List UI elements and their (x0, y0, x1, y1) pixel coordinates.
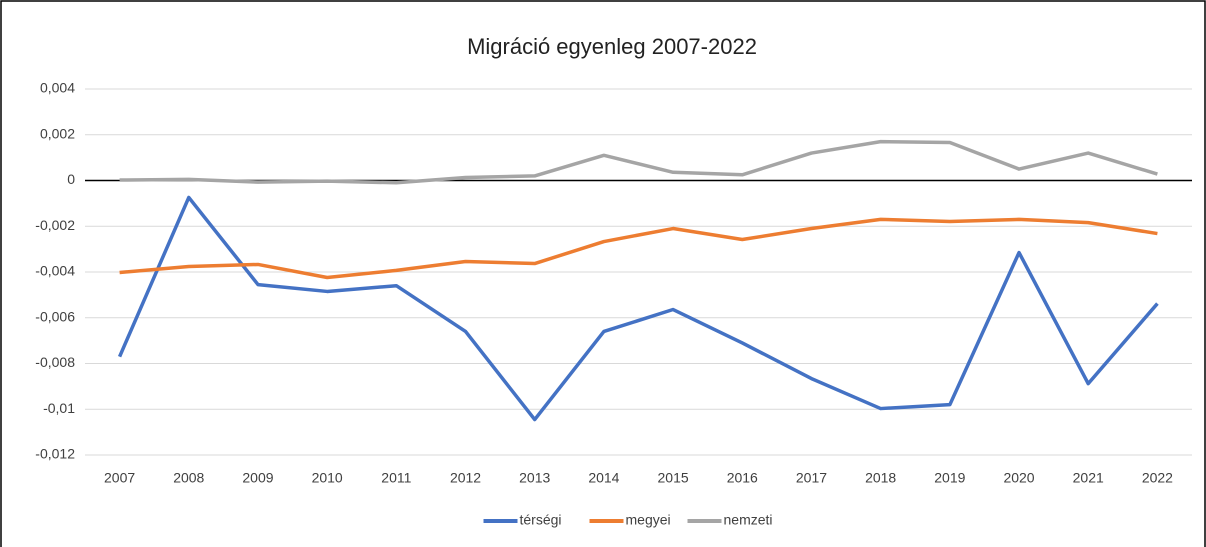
legend-label: megyei (626, 512, 671, 528)
x-tick-label: 2020 (1003, 470, 1034, 486)
series-line (117, 195, 1159, 422)
x-tick-label: 2016 (727, 470, 758, 486)
x-tick-label: 2011 (381, 470, 411, 486)
x-tick-label: 2022 (1142, 470, 1173, 486)
y-tick-label: 0 (67, 171, 75, 187)
x-tick-label: 2012 (450, 470, 481, 486)
y-tick-label: -0,002 (35, 217, 75, 233)
x-tick-label: 2014 (588, 470, 619, 486)
x-tick-label: 2015 (658, 470, 689, 486)
y-tick-label: 0,004 (40, 80, 75, 96)
series-line (119, 139, 1158, 185)
y-tick-label: 0,002 (40, 125, 75, 141)
legend-label: nemzeti (724, 512, 773, 528)
x-tick-label: 2007 (104, 470, 135, 486)
y-tick-label: -0,012 (35, 446, 75, 462)
x-tick-label: 2010 (312, 470, 343, 486)
x-tick-label: 2017 (796, 470, 827, 486)
y-tick-label: -0,006 (35, 308, 75, 324)
x-tick-label: 2008 (173, 470, 204, 486)
y-tick-label: -0,004 (35, 263, 75, 279)
y-tick-label: -0,01 (43, 400, 75, 416)
x-tick-label: 2013 (519, 470, 550, 486)
x-tick-label: 2009 (242, 470, 273, 486)
series-line (119, 217, 1158, 280)
x-tick-label: 2019 (934, 470, 965, 486)
x-tick-label: 2021 (1073, 470, 1104, 486)
x-tick-label: 2018 (865, 470, 896, 486)
legend-label: térségi (520, 512, 562, 528)
chart-title: Migráció egyenleg 2007-2022 (467, 34, 757, 59)
y-tick-label: -0,008 (35, 354, 75, 370)
